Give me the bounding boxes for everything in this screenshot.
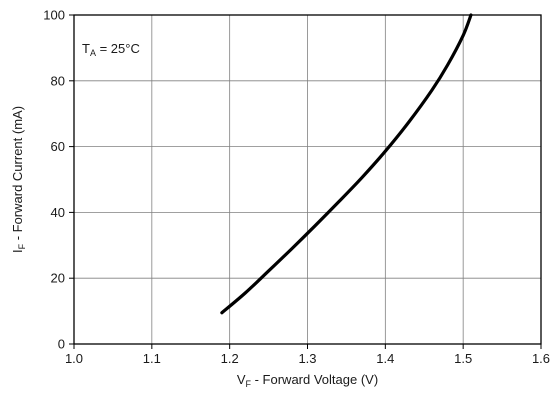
y-axis-label-rest: - Forward Current (mA) [10, 106, 25, 244]
y-axis-label: IF - Forward Current (mA) [10, 106, 27, 253]
y-tick-label: 40 [51, 205, 65, 220]
x-tick-label: 1.1 [143, 351, 161, 366]
x-tick-label: 1.2 [221, 351, 239, 366]
annotation-main: T [82, 41, 90, 56]
y-axis-label-subscript: F [17, 243, 27, 249]
y-axis-label-main: I [10, 249, 25, 253]
y-tick-label: 80 [51, 73, 65, 88]
x-axis-label-main: V [237, 372, 246, 387]
y-tick-label: 100 [43, 8, 65, 23]
tick-marks [69, 14, 542, 349]
x-axis-label-subscript: F [246, 379, 252, 389]
x-tick-labels: 1.0 1.1 1.2 1.3 1.4 1.5 1.6 [65, 351, 550, 366]
annotation-subscript: A [90, 48, 96, 58]
x-axis-label: VF - Forward Voltage (V) [237, 372, 378, 389]
x-tick-label: 1.3 [298, 351, 316, 366]
x-axis-label-rest: - Forward Voltage (V) [251, 372, 378, 387]
series-layer [220, 13, 473, 315]
y-tick-label: 0 [58, 337, 65, 352]
x-tick-label: 1.4 [376, 351, 394, 366]
x-tick-label: 1.6 [532, 351, 550, 366]
y-tick-label: 20 [51, 271, 65, 286]
x-tick-label: 1.5 [454, 351, 472, 366]
y-tick-label: 60 [51, 139, 65, 154]
annotation-rest: = 25°C [96, 41, 140, 56]
y-tick-labels: 0 20 40 60 80 100 [43, 8, 65, 352]
forward-current-curve [220, 13, 473, 315]
x-tick-label: 1.0 [65, 351, 83, 366]
temperature-annotation: TA = 25°C [82, 41, 140, 58]
grid-lines [74, 15, 541, 344]
